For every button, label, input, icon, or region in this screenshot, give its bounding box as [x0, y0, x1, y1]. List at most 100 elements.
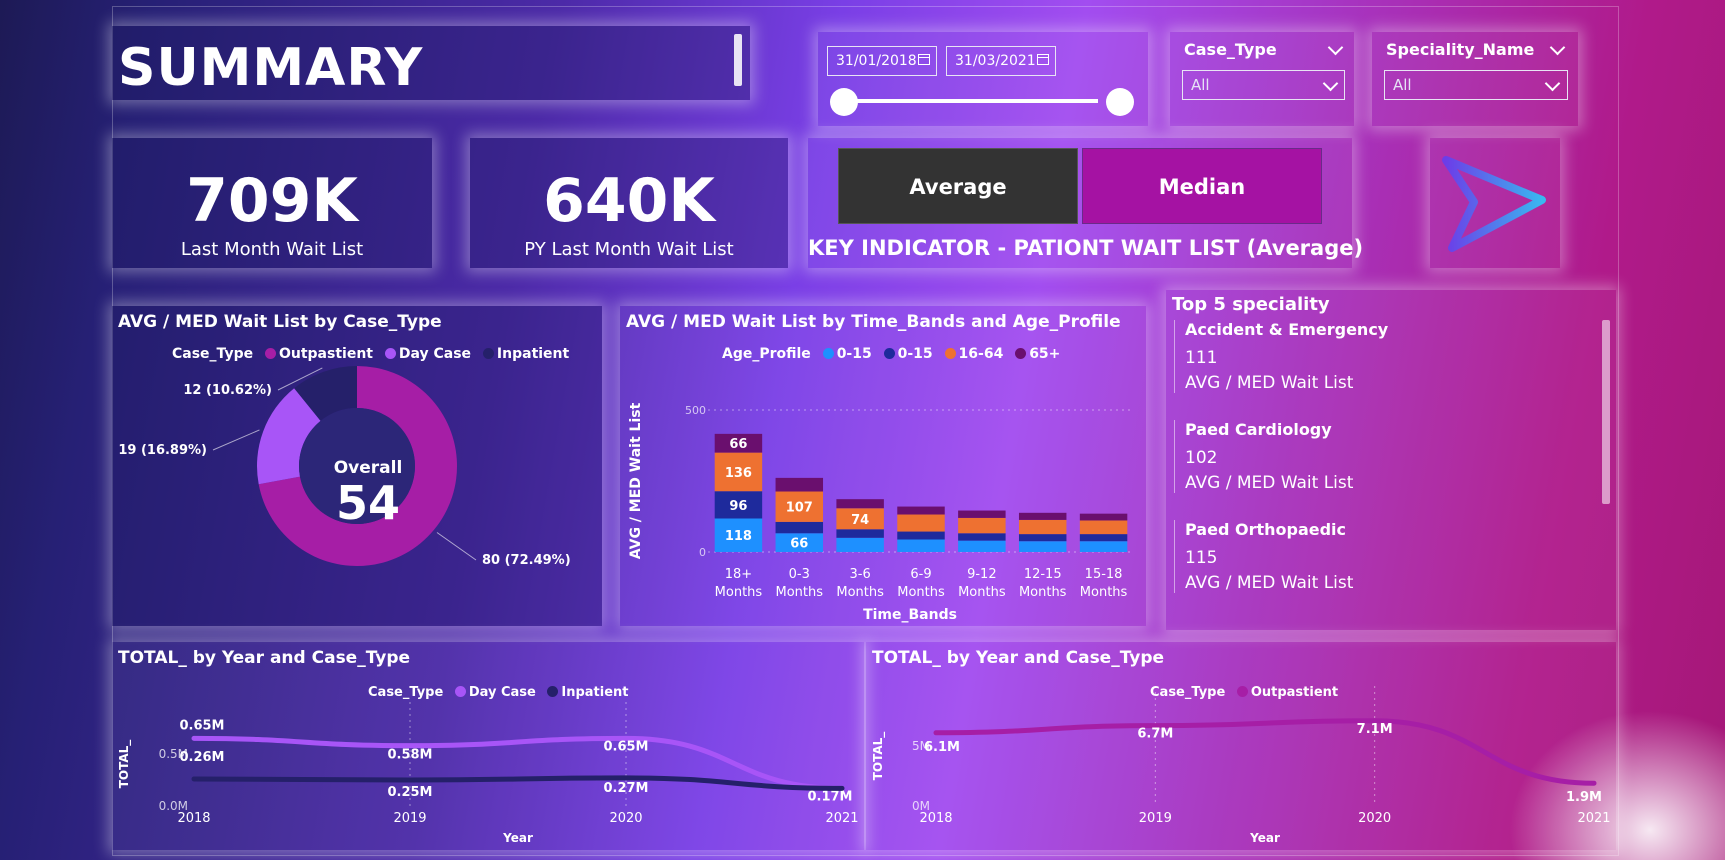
- chevron-down-icon[interactable]: [1322, 75, 1339, 92]
- speciality-card[interactable]: Accident & Emergency 111 AVG / MED Wait …: [1174, 320, 1388, 393]
- donut-chart-panel: AVG / MED Wait List by Case_Type Case_Ty…: [112, 306, 602, 626]
- bar-segment: [775, 477, 824, 492]
- x-tick-label: Months: [958, 585, 1006, 600]
- legend-item[interactable]: Inpatient: [496, 346, 570, 362]
- start-date-field[interactable]: 31/01/2018: [827, 46, 937, 76]
- top5-scrollbar[interactable]: [1602, 320, 1610, 504]
- line-data-label: 7.1M: [1357, 722, 1393, 737]
- speciality-value: 102: [1185, 448, 1218, 468]
- y-axis-label: TOTAL_: [871, 732, 886, 781]
- legend-title: Case_Type: [172, 346, 254, 362]
- line-chart-right-title: TOTAL_ by Year and Case_Type: [872, 648, 1165, 668]
- x-tick-label: 18+: [725, 567, 752, 582]
- kpi-card-last-month: 709K Last Month Wait List: [112, 138, 432, 268]
- date-slider-start-handle[interactable]: [830, 88, 858, 116]
- donut-center-value: 54: [335, 476, 400, 530]
- line-data-label: 0.65M: [603, 739, 648, 754]
- bar-chart-panel: AVG / MED Wait List by Time_Bands and Ag…: [620, 306, 1146, 626]
- indicator-caption: KEY INDICATOR - PATIONT WAIT LIST (Avera…: [808, 236, 1364, 260]
- bar-segment: [714, 518, 763, 552]
- donut-hole: [299, 408, 415, 524]
- line-data-label: 0.27M: [603, 781, 648, 796]
- donut-slice: [257, 388, 321, 485]
- legend-item[interactable]: 16-64: [958, 346, 1004, 362]
- end-date-field[interactable]: 31/03/2021: [946, 46, 1056, 76]
- line-left-legend: Case_Type Day Case Inpatient: [368, 685, 629, 700]
- kpi-value: 640K: [543, 166, 715, 236]
- date-range-slicer: 31/01/2018 31/03/2021: [818, 32, 1148, 126]
- legend-dot: [547, 686, 559, 697]
- average-button[interactable]: Average: [838, 148, 1078, 224]
- speciality-card[interactable]: Paed Orthopaedic 115 AVG / MED Wait List: [1174, 520, 1353, 593]
- legend-dot: [822, 348, 834, 359]
- legend-dot: [454, 686, 466, 697]
- line-data-label: 0.26M: [179, 750, 224, 765]
- chevron-down-icon[interactable]: [1544, 75, 1561, 92]
- y-axis-label: TOTAL_: [117, 740, 132, 789]
- y-tick-label: 0: [699, 546, 706, 559]
- median-button[interactable]: Median: [1082, 148, 1322, 224]
- calendar-icon[interactable]: [1037, 54, 1049, 65]
- dashboard-frame: [112, 6, 1619, 856]
- x-tick-label: Months: [776, 585, 824, 600]
- bar-segment: [714, 491, 763, 519]
- bar-chart-title: AVG / MED Wait List by Time_Bands and Ag…: [626, 312, 1121, 332]
- x-axis-label: Year: [1249, 831, 1280, 845]
- top5-title: Top 5 speciality: [1172, 294, 1330, 315]
- y-tick-label: 0.5M: [159, 747, 188, 761]
- title-scrollbar[interactable]: [734, 34, 742, 86]
- y-tick-label: 0M: [912, 799, 930, 813]
- speciality-slicer: Speciality_Name All: [1372, 32, 1578, 126]
- date-slider-end-handle[interactable]: [1106, 88, 1134, 116]
- legend-item[interactable]: Outpastient: [1250, 685, 1339, 700]
- bar-segment: [775, 521, 824, 534]
- legend-item[interactable]: Outpastient: [278, 346, 373, 362]
- bar-segment: [714, 433, 763, 453]
- line-chart-left: 0.0M 0.5M 2018 2019 2020 2021 Year TOTAL_ 0.65M 0…: [117, 702, 859, 845]
- x-tick-label: 3-6: [850, 567, 871, 582]
- legend-item[interactable]: Day Case: [468, 685, 536, 700]
- chevron-down-icon[interactable]: [1549, 39, 1566, 56]
- x-tick-label: Months: [897, 585, 945, 600]
- legend-dot: [1015, 348, 1027, 359]
- line-data-label: 6.1M: [924, 740, 960, 755]
- legend-item[interactable]: 65+: [1029, 346, 1061, 362]
- bar-segment: [897, 514, 945, 532]
- y-tick-label: 0.0M: [159, 799, 188, 813]
- bar-segment: [1079, 520, 1128, 535]
- legend-dot: [482, 348, 494, 359]
- legend-item[interactable]: 0-15: [897, 346, 933, 362]
- legend-title: Age_Profile: [722, 346, 811, 362]
- bar-segment: [836, 529, 884, 538]
- line-chart-right: 0M 5M 2018 2019 2020 2021 Year TOTAL_ 6.1M 6.7M 7.…: [871, 686, 1611, 845]
- kpi-label: PY Last Month Wait List: [524, 239, 734, 260]
- x-tick-label: 2020: [609, 811, 642, 826]
- x-tick-label: Months: [836, 585, 884, 600]
- top5-speciality-panel: Top 5 speciality Accident & Emergency 11…: [1166, 290, 1616, 630]
- speciality-card[interactable]: Paed Cardiology 102 AVG / MED Wait List: [1174, 420, 1353, 493]
- calendar-icon[interactable]: [918, 54, 930, 65]
- line-chart-left-title: TOTAL_ by Year and Case_Type: [118, 648, 411, 668]
- speciality-dropdown[interactable]: All: [1384, 70, 1568, 100]
- case-type-value: All: [1191, 76, 1210, 94]
- legend-title: Case_Type: [368, 685, 444, 700]
- legend-item[interactable]: 0-15: [836, 346, 872, 362]
- donut-leader-line: [212, 429, 260, 451]
- legend-dot: [264, 348, 276, 359]
- legend-dot: [384, 348, 396, 359]
- bar-segment: [958, 533, 1006, 541]
- legend-dot: [944, 348, 956, 359]
- date-slider-track[interactable]: [848, 99, 1098, 103]
- bar-data-label: 118: [725, 529, 752, 544]
- legend-item[interactable]: Day Case: [398, 346, 472, 362]
- x-tick-label: 12-15: [1024, 567, 1062, 582]
- case-type-dropdown[interactable]: All: [1182, 70, 1345, 100]
- line-data-label: 6.7M: [1137, 727, 1173, 742]
- x-tick-label: 2019: [393, 811, 426, 826]
- y-tick-label: 500: [685, 404, 706, 417]
- legend-item[interactable]: Inpatient: [561, 685, 629, 700]
- bar-segment: [897, 531, 945, 540]
- bar-segment: [1018, 534, 1067, 542]
- chevron-down-icon[interactable]: [1327, 39, 1344, 56]
- play-arrow-icon[interactable]: [1430, 138, 1560, 268]
